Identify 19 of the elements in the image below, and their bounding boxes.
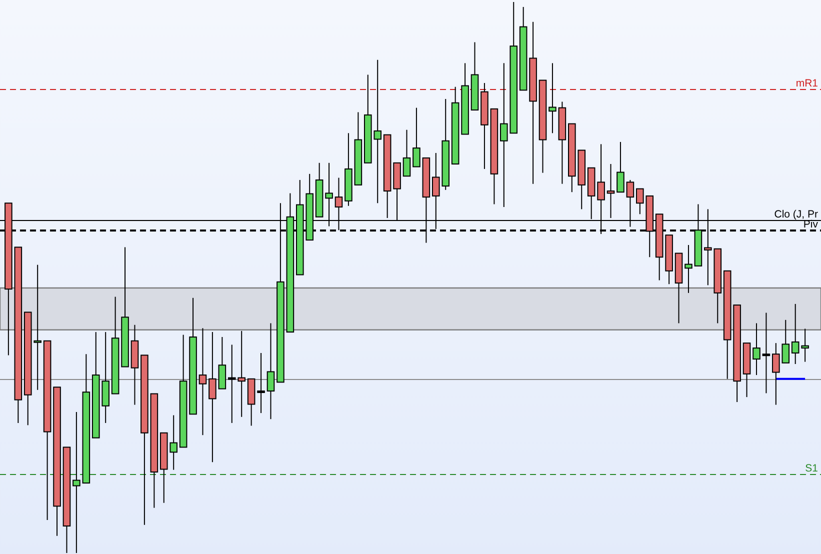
- candlestick: [198, 328, 207, 436]
- candlestick: [218, 336, 226, 390]
- candlestick: [752, 322, 760, 376]
- ref-line-label: Clo (J, Pr: [774, 208, 818, 220]
- candlestick: [266, 322, 275, 420]
- candlestick: [208, 332, 216, 463]
- candlestick: [257, 352, 265, 414]
- ref-line-label: mR1: [796, 78, 818, 90]
- candlestick: [801, 328, 809, 362]
- ref-line-label: S1: [805, 462, 818, 474]
- candlestick: [412, 107, 420, 168]
- candlestick: [762, 312, 770, 394]
- candlestick: [72, 411, 80, 554]
- candlestick: [791, 303, 800, 365]
- candlestick: [616, 141, 624, 193]
- candlestick: [684, 244, 692, 294]
- candlestick: [402, 129, 411, 177]
- candlestick: [548, 62, 556, 134]
- candlestick: [606, 163, 615, 218]
